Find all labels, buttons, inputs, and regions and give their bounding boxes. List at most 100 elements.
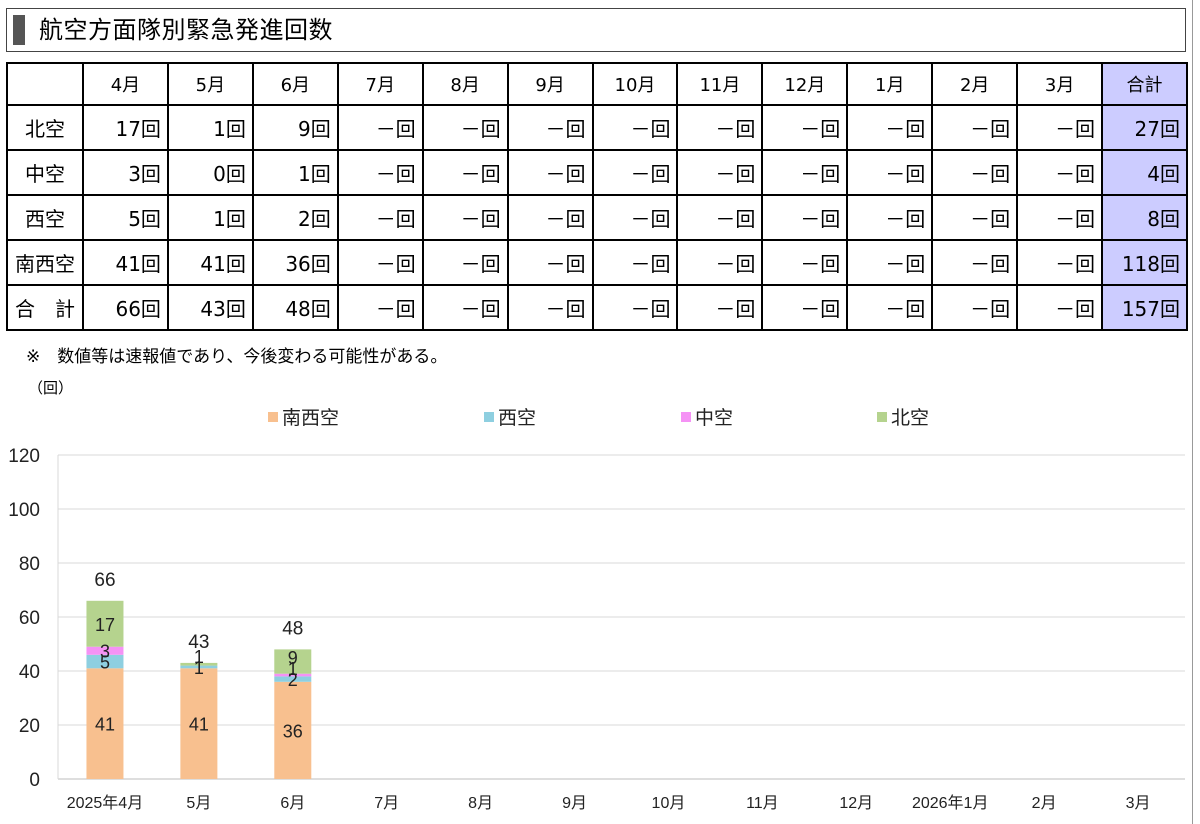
bar-segment	[274, 673, 312, 677]
total-label: 48	[282, 618, 303, 639]
table-header-cell: 2月	[931, 62, 1019, 106]
table-cell: －回	[421, 149, 509, 196]
table-cell: －回	[846, 104, 934, 151]
table-row-header: 中空	[6, 149, 84, 196]
table-cell: －回	[506, 194, 594, 241]
table-cell: －回	[336, 194, 424, 241]
table-cell: 1回	[166, 194, 254, 241]
bar-segment	[180, 662, 218, 666]
legend-label: 北空	[891, 407, 929, 429]
x-tick-label: 7月	[374, 795, 399, 812]
table-body: 北空 17回 1回 9回 －回 －回 －回 －回 －回 －回 －回 －回 －回 27回 中空 3回 0回 1回 －回…	[6, 104, 1188, 331]
table-cell: －回	[846, 284, 934, 331]
page-title: 航空方面隊別緊急発進回数	[39, 16, 333, 44]
table-cell: 36回	[251, 239, 339, 286]
title-box: 航空方面隊別緊急発進回数	[6, 8, 1186, 52]
legend-label: 南西空	[282, 407, 339, 429]
bar-segment	[180, 665, 218, 669]
table-row-header: 西空	[6, 194, 84, 241]
table-cell: －回	[1016, 149, 1104, 196]
table-cell: 17回	[82, 104, 169, 151]
table-cell: －回	[931, 284, 1019, 331]
y-tick-label: 80	[19, 554, 40, 575]
table-cell: 66回	[82, 284, 169, 331]
table-cell: －回	[591, 149, 679, 196]
legend-label: 中空	[695, 407, 733, 429]
bar-segment	[274, 676, 312, 682]
table-cell: －回	[506, 104, 594, 151]
table-cell: －回	[931, 149, 1019, 196]
data-label: 41	[95, 715, 115, 735]
table-cell: －回	[676, 194, 764, 241]
table-cell: 1回	[166, 104, 254, 151]
table-cell: －回	[336, 239, 424, 286]
table-cell: －回	[761, 149, 849, 196]
legend-swatch	[268, 412, 278, 422]
table-cell: －回	[931, 239, 1019, 286]
bar-segment	[86, 668, 124, 779]
table-cell: －回	[421, 194, 509, 241]
table-total-cell: 27回	[1101, 104, 1188, 151]
table-row-header: 南西空	[6, 239, 84, 286]
x-tick-label: 8月	[468, 795, 493, 812]
y-tick-label: 20	[19, 716, 40, 737]
table-cell: －回	[591, 194, 679, 241]
table-cell: 5回	[82, 194, 169, 241]
table-cell: －回	[931, 104, 1019, 151]
table-row-header: 合 計	[6, 284, 84, 331]
x-tick-label: 6月	[280, 795, 305, 812]
table-row: 北空 17回 1回 9回 －回 －回 －回 －回 －回 －回 －回 －回 －回 27回	[6, 104, 1188, 151]
bar-segment	[86, 600, 124, 647]
x-tick-label: 2月	[1032, 795, 1057, 812]
y-tick-label: 0	[29, 770, 40, 791]
table-header-cell: 6月	[251, 62, 339, 106]
table-cell: －回	[676, 239, 764, 286]
x-tick-label: 2026年1月	[912, 794, 989, 812]
table-row: 西空 5回 1回 2回 －回 －回 －回 －回 －回 －回 －回 －回 －回 8回	[6, 194, 1188, 241]
x-tick-label: 5月	[186, 795, 211, 812]
data-label: 5	[100, 653, 110, 673]
table-header-cell: 11月	[676, 62, 764, 106]
y-tick-label: 40	[19, 662, 40, 683]
data-label: 9	[288, 648, 298, 668]
data-label: 1	[194, 647, 204, 667]
x-tick-label: 3月	[1126, 795, 1151, 812]
table-cell: －回	[761, 194, 849, 241]
table-cell: －回	[591, 104, 679, 151]
y-tick-label: 100	[8, 500, 40, 521]
table-total-cell: 8回	[1101, 194, 1188, 241]
table-cell: 9回	[251, 104, 339, 151]
table-cell: 0回	[166, 149, 254, 196]
y-tick-label: 120	[8, 446, 40, 467]
page-edge-rule	[1192, 0, 1193, 824]
x-tick-label: 10月	[652, 795, 686, 812]
table-cell: －回	[1016, 239, 1104, 286]
bar-segment	[180, 668, 218, 779]
table-cell: －回	[761, 104, 849, 151]
table-total-cell: 157回	[1101, 284, 1188, 331]
table-row: 中空 3回 0回 1回 －回 －回 －回 －回 －回 －回 －回 －回 －回 4回	[6, 149, 1188, 196]
table-row: 南西空 41回 41回 36回 －回 －回 －回 －回 －回 －回 －回 －回 －回 118回	[6, 239, 1188, 286]
table-header-cell: 3月	[1016, 62, 1104, 106]
table-cell: 1回	[251, 149, 339, 196]
table-cell: －回	[676, 284, 764, 331]
table-header-cell: 9月	[506, 62, 594, 106]
title-marker	[13, 15, 25, 45]
scramble-count-table: 4月 5月 6月 7月 8月 9月 10月 11月 12月 1月 2月 3月 合…	[6, 62, 1188, 331]
table-cell: －回	[421, 104, 509, 151]
y-tick-label: 60	[19, 608, 40, 629]
table-header-total: 合計	[1101, 62, 1188, 106]
bar-segment	[86, 654, 124, 669]
x-tick-label: 12月	[839, 795, 873, 812]
disclaimer-note: ※ 数値等は速報値であり、今後変わる可能性がある。	[26, 347, 448, 367]
table-cell: －回	[676, 104, 764, 151]
table-cell: －回	[676, 149, 764, 196]
table-cell: 41回	[166, 239, 254, 286]
table-row: 合 計 66回 43回 48回 －回 －回 －回 －回 －回 －回 －回 －回 －回 157回	[6, 284, 1188, 331]
table-cell: －回	[336, 149, 424, 196]
table-cell: －回	[591, 239, 679, 286]
table-cell: －回	[506, 284, 594, 331]
table-header-cell: 10月	[591, 62, 679, 106]
table-cell: －回	[846, 194, 934, 241]
